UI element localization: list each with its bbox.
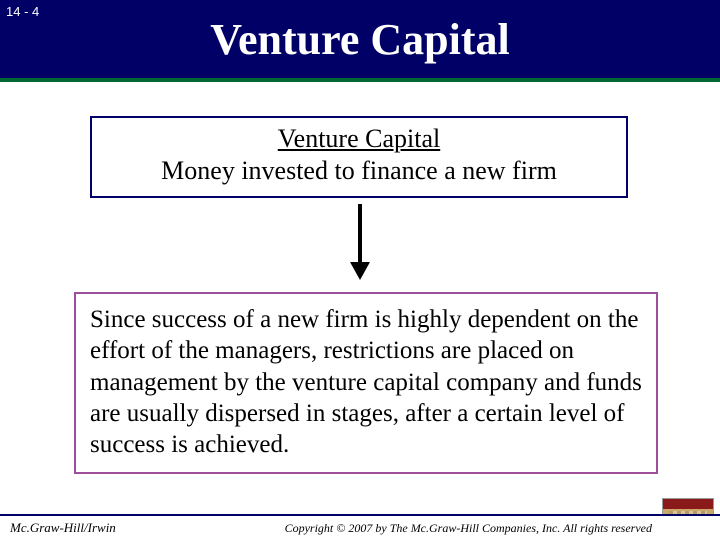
arrow-head xyxy=(350,262,370,280)
definition-box: Venture Capital Money invested to financ… xyxy=(90,116,628,198)
slide: 14 - 4 Venture Capital Venture Capital M… xyxy=(0,0,720,540)
definition-heading: Venture Capital xyxy=(104,124,614,154)
footer-bar: Mc.Graw-Hill/Irwin Copyright © 2007 by T… xyxy=(0,514,720,540)
header-band: 14 - 4 Venture Capital xyxy=(0,0,720,82)
arrow-shaft xyxy=(358,204,362,266)
down-arrow-icon xyxy=(350,204,370,282)
explanation-text: Since success of a new firm is highly de… xyxy=(90,304,642,460)
footer-publisher: Mc.Graw-Hill/Irwin xyxy=(10,520,116,536)
definition-body: Money invested to finance a new firm xyxy=(104,156,614,186)
footer-copyright: Copyright © 2007 by The Mc.Graw-Hill Com… xyxy=(285,521,652,536)
slide-title: Venture Capital xyxy=(0,14,720,65)
explanation-box: Since success of a new firm is highly de… xyxy=(74,292,658,474)
